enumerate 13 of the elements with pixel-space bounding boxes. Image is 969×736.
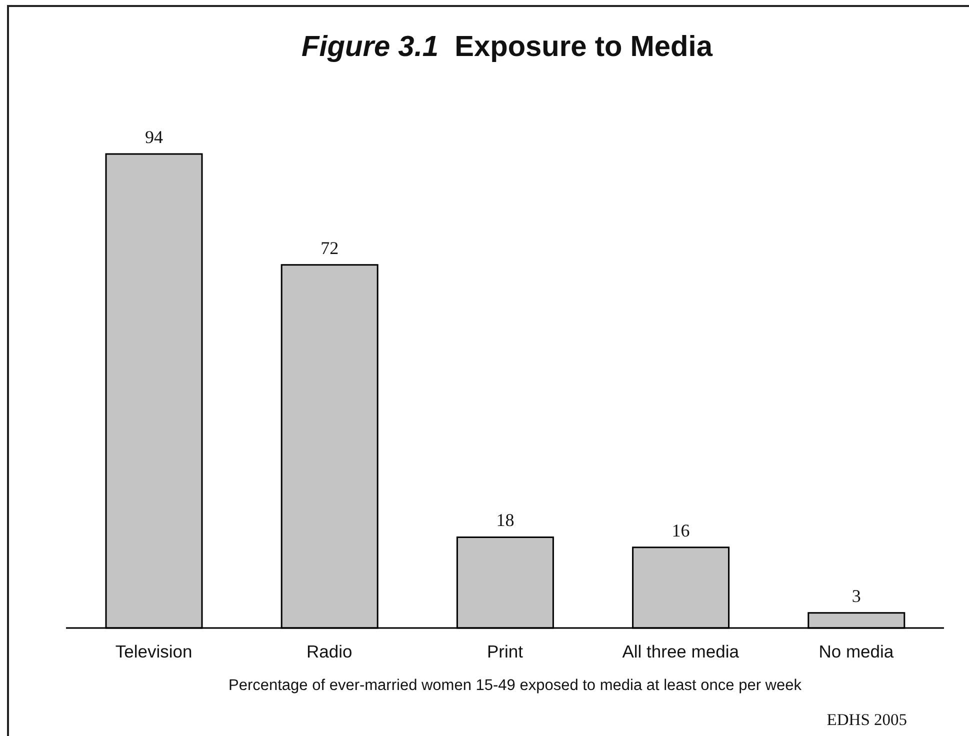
data-label: 18: [496, 510, 514, 530]
data-label: 72: [320, 238, 339, 258]
x-axis-title: Percentage of ever-married women 15-49 exposed to media at least once per week: [228, 677, 802, 694]
data-label: 94: [145, 127, 163, 147]
x-tick-label: All three media: [622, 641, 740, 662]
chart-title: Figure 3.1 Exposure to Media: [302, 31, 712, 63]
x-tick-label: Print: [487, 641, 524, 662]
text: EDHS 2005: [826, 710, 907, 729]
x-tick-label: Television: [115, 641, 192, 662]
data-label: 3: [852, 586, 861, 606]
data-label: 16: [672, 520, 690, 540]
x-tick-label: No media: [818, 641, 894, 662]
x-tick-label: Radio: [306, 641, 352, 662]
